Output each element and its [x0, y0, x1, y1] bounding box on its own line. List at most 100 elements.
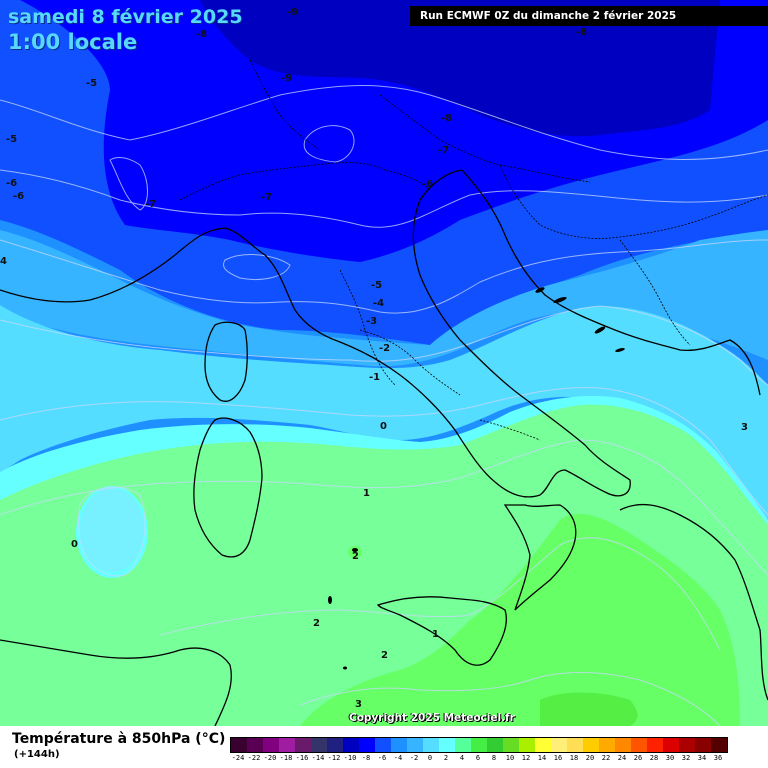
scale-swatch	[695, 738, 711, 752]
scale-swatch	[567, 738, 583, 752]
scale-label: 18	[569, 754, 579, 762]
isotherm-label: -6	[13, 191, 24, 202]
isotherm-label: -7	[261, 192, 272, 203]
isotherm-label: 3	[741, 422, 748, 433]
scale-swatch	[343, 738, 359, 752]
isotherm-label: 1	[363, 488, 370, 499]
isotherm-label: -8	[196, 29, 207, 40]
scale-swatch	[647, 738, 663, 752]
scale-label: 14	[537, 754, 547, 762]
scale-label: 34	[697, 754, 707, 762]
color-scale-labels: -24 -22 -20 -18 -16 -14 -12 -10 -8 -6 -4 -2 0 2 4 6 8 10 1…	[230, 754, 726, 766]
forecast-time-title: 1:00 locale	[8, 30, 138, 54]
isotherm-label: 1	[432, 629, 439, 640]
legend-title: Température à 850hPa (°C)	[12, 731, 226, 747]
scale-label: 0	[427, 754, 433, 762]
isotherm-label: 4	[0, 256, 7, 267]
band-minus-10	[200, 0, 720, 137]
scale-label: -6	[377, 754, 387, 762]
isotherm-label: -5	[86, 78, 97, 89]
color-scale	[230, 737, 728, 753]
scale-swatch	[455, 738, 471, 752]
copyright-notice: Copyright 2025 Meteociel.fr	[349, 712, 515, 724]
borders	[179, 59, 768, 441]
isotherm-label: -7	[438, 145, 449, 156]
isotherm-label: -5	[6, 134, 17, 145]
scale-swatch	[551, 738, 567, 752]
isotherm-label: -8	[441, 113, 452, 124]
scale-swatch	[663, 738, 679, 752]
scale-label: -14	[311, 754, 325, 762]
model-run-info: Run ECMWF 0Z du dimanche 2 février 2025	[410, 6, 768, 26]
isotherm-label: 0	[380, 421, 387, 432]
temperature-map: -9 -8 -9 -8 -8 -5 -5 -6 -6 -7 -7 -7 -6 4…	[0, 0, 768, 726]
isotherm-label: 0	[71, 539, 78, 550]
isotherm-label: -9	[287, 7, 298, 18]
isotherm-label: -5	[371, 280, 382, 291]
scale-label: 32	[681, 754, 691, 762]
scale-label: -8	[361, 754, 371, 762]
band-minus-2	[0, 230, 768, 367]
islands	[328, 287, 625, 670]
map-canvas: -9 -8 -9 -8 -8 -5 -5 -6 -6 -7 -7 -7 -6 4…	[0, 0, 768, 726]
scale-label: 6	[475, 754, 481, 762]
scale-swatch	[359, 738, 375, 752]
isotherm-label: 2	[352, 551, 359, 562]
scale-label: -12	[327, 754, 341, 762]
legend-subtitle: (+144h)	[14, 749, 60, 760]
scale-swatch	[311, 738, 327, 752]
band-0	[0, 305, 768, 520]
isotherm-label: 3	[355, 699, 362, 710]
scale-label: -18	[279, 754, 293, 762]
scale-label: 2	[443, 754, 449, 762]
scale-label: -20	[263, 754, 277, 762]
scale-swatch	[407, 738, 423, 752]
scale-label: 16	[553, 754, 563, 762]
scale-label: 28	[649, 754, 659, 762]
scale-label: 30	[665, 754, 675, 762]
scale-label: 10	[505, 754, 515, 762]
scale-swatch	[391, 738, 407, 752]
scale-label: 22	[601, 754, 611, 762]
scale-label: 36	[713, 754, 723, 762]
scale-label: -4	[393, 754, 403, 762]
isotherm-label: -7	[145, 199, 156, 210]
scale-swatch	[247, 738, 263, 752]
legend-bar: Température à 850hPa (°C) (+144h) -2 4 -22…	[0, 726, 768, 768]
scale-swatch	[535, 738, 551, 752]
scale-swatch	[279, 738, 295, 752]
scale-swatch	[471, 738, 487, 752]
scale-swatch	[295, 738, 311, 752]
scale-swatch	[599, 738, 615, 752]
scale-swatch	[327, 738, 343, 752]
scale-swatch	[423, 738, 439, 752]
isotherm-label: -1	[369, 372, 380, 383]
forecast-date-title: samedi 8 février 2025	[8, 6, 243, 28]
scale-label: -2	[409, 754, 419, 762]
isotherm-label: -6	[6, 178, 17, 189]
isotherm-label: -3	[366, 316, 377, 327]
scale-swatch	[487, 738, 503, 752]
scale-label: 12	[521, 754, 531, 762]
scale-swatch	[615, 738, 631, 752]
scale-label: 20	[585, 754, 595, 762]
scale-swatch	[375, 738, 391, 752]
isotherm-lines	[0, 85, 768, 726]
cold-pocket-inner	[80, 488, 144, 572]
isotherm-label: -4	[373, 298, 384, 309]
isotherm-label: 2	[381, 650, 388, 661]
scale-label: 4	[459, 754, 465, 762]
band-4	[540, 692, 638, 726]
scale-swatch	[263, 738, 279, 752]
isotherm-label: 2	[313, 618, 320, 629]
scale-swatch	[631, 738, 647, 752]
scale-swatch	[679, 738, 695, 752]
scale-label: -10	[343, 754, 357, 762]
scale-label: -22	[247, 754, 261, 762]
isotherm-label: -6	[422, 179, 433, 190]
scale-label: 26	[633, 754, 643, 762]
scale-swatch	[503, 738, 519, 752]
scale-swatch	[711, 738, 727, 752]
isotherm-value-labels: -9 -8 -9 -8 -8 -5 -5 -6 -6 -7 -7 -7 -6 4…	[0, 7, 748, 710]
scale-label: -16	[295, 754, 309, 762]
